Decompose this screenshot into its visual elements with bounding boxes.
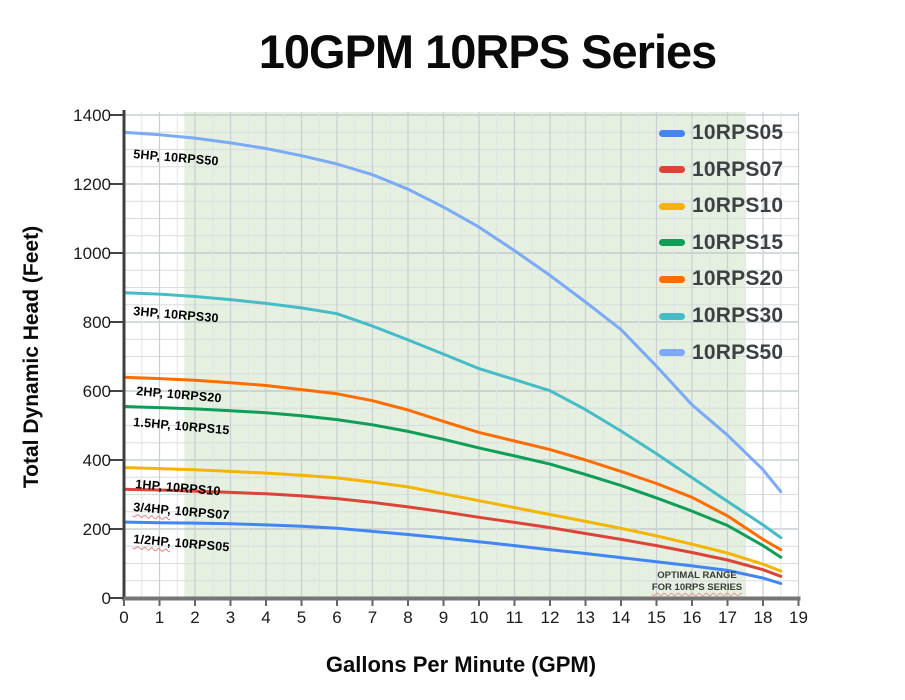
- curve-label-hp: 1HP,: [134, 476, 163, 494]
- legend-label: 10RPS30: [692, 304, 784, 327]
- optimal-range-line2: FOR 10RPS SERIES: [651, 582, 743, 593]
- y-tick-label: 1400: [73, 105, 111, 125]
- legend-item-10RPS05: 10RPS05: [659, 121, 783, 145]
- legend-label: 10RPS10: [692, 194, 784, 218]
- legend-swatch: [659, 349, 685, 357]
- legend-label: 10RPS20: [692, 267, 784, 291]
- optimal-range-band: [184, 112, 746, 598]
- x-tick-label: 14: [611, 608, 631, 627]
- legend-label: 10RPS07: [692, 157, 784, 181]
- x-tick-label: 13: [576, 608, 595, 627]
- curve-label-hp: 2HP,: [136, 384, 165, 401]
- series-line-10RPS15: [122, 405, 783, 559]
- x-tick-label: 1: [154, 608, 165, 627]
- legend-item-10RPS20: 10RPS20: [659, 267, 783, 291]
- y-tick-label: 1000: [73, 243, 111, 263]
- y-tick-label: 400: [82, 450, 111, 470]
- x-axis-title: Gallons Per Minute (GPM): [325, 652, 597, 677]
- x-tick-label: 12: [540, 608, 560, 627]
- legend-swatch: [659, 312, 685, 320]
- x-tick-label: 3: [225, 608, 236, 627]
- legend-swatch: [659, 239, 685, 247]
- legend-swatch: [659, 129, 685, 137]
- series-line-10RPS50: [122, 130, 783, 494]
- x-tick-label: 9: [438, 608, 449, 627]
- series-line-10RPS30: [122, 291, 783, 540]
- legend-label: 10RPS05: [692, 121, 784, 144]
- y-tick-label: 800: [82, 312, 111, 332]
- x-tick-label: 17: [718, 608, 737, 627]
- series-line-10RPS10: [122, 466, 783, 573]
- curve-label-hp: 3HP,: [132, 303, 161, 320]
- x-tick-label: 5: [296, 608, 307, 627]
- legend-swatch: [659, 202, 685, 210]
- series-line-10RPS05: [122, 520, 783, 585]
- legend-item-10RPS07: 10RPS07: [659, 158, 783, 182]
- x-tick-label: 7: [367, 608, 378, 627]
- curve-label-hp: 3/4HP,: [132, 499, 172, 517]
- x-tick-label: 6: [332, 608, 342, 627]
- legend-swatch: [659, 166, 685, 174]
- legend-item-10RPS15: 10RPS15: [659, 231, 783, 255]
- legend-label: 10RPS50: [692, 340, 784, 364]
- y-tick-label: 200: [82, 519, 111, 539]
- x-tick-label: 18: [753, 608, 773, 627]
- x-tick-label: 4: [261, 608, 271, 627]
- x-tick-label: 0: [119, 608, 129, 627]
- legend-swatch: [659, 275, 685, 283]
- legend-item-10RPS10: 10RPS10: [659, 194, 783, 218]
- series-line-10RPS07: [122, 487, 783, 578]
- curve-label-hp: 5HP,: [132, 146, 161, 163]
- x-tick-label: 11: [505, 608, 524, 627]
- chart-title: 10GPM 10RPS Series: [258, 25, 718, 78]
- x-tick-label: 8: [403, 608, 413, 627]
- x-tick-label: 2: [190, 608, 200, 627]
- y-tick-label: 600: [82, 381, 111, 401]
- legend-label: 10RPS15: [692, 230, 784, 254]
- optimal-range-line1: OPTIMAL RANGE: [657, 570, 737, 581]
- y-tick-label: 0: [101, 588, 111, 608]
- series-line-10RPS20: [122, 375, 783, 552]
- optimal-range-label: OPTIMAL RANGE FOR 10RPS SERIES: [642, 570, 752, 594]
- x-tick-label: 16: [682, 608, 702, 627]
- legend-item-10RPS50: 10RPS50: [659, 341, 783, 365]
- x-tick-label: 15: [647, 608, 666, 627]
- y-tick-label: 1200: [73, 174, 111, 194]
- x-tick-label: 19: [789, 608, 808, 627]
- legend-item-10RPS30: 10RPS30: [659, 304, 783, 328]
- x-tick-label: 10: [469, 608, 489, 627]
